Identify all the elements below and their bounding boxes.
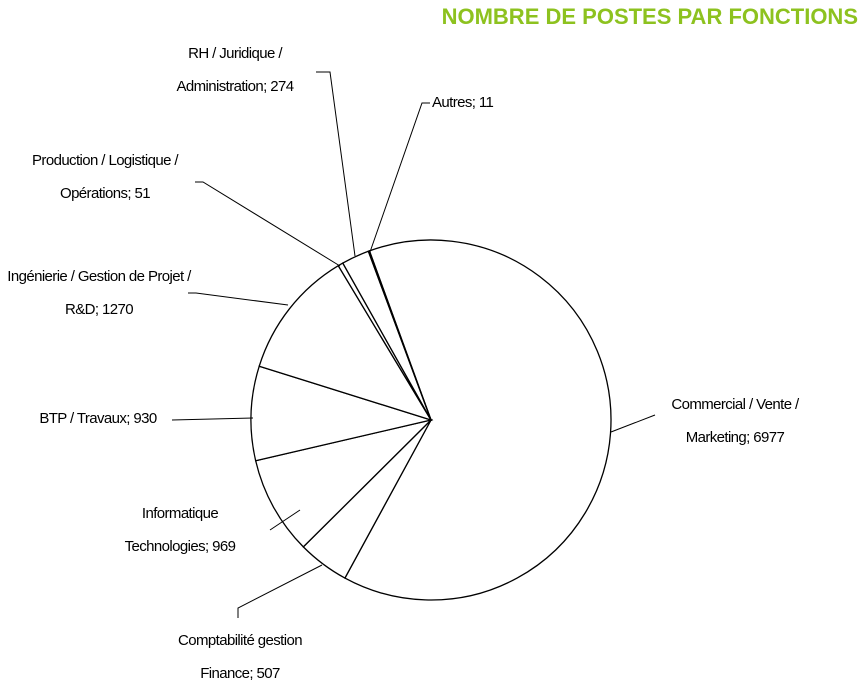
- leader-line: [171, 417, 254, 421]
- leader-line: [188, 292, 289, 306]
- pie-slice: [258, 264, 433, 422]
- leader-line: [610, 414, 656, 433]
- pie-slice: [254, 418, 434, 548]
- slice-label: Informatique Technologies; 969: [124, 505, 236, 555]
- leader-line: [369, 102, 430, 253]
- slice-label: BTP / Travaux; 930: [39, 410, 157, 427]
- pie-slice: [250, 365, 434, 462]
- slice-label: RH / Juridique / Administration; 274: [176, 45, 294, 95]
- leader-line: [237, 564, 323, 618]
- slice-label: Autres; 11: [432, 94, 494, 111]
- leader-line: [195, 181, 341, 267]
- pie-slice: [367, 250, 432, 421]
- chart-title: NOMBRE DE POSTES PAR FONCTIONS: [441, 4, 858, 29]
- slice-label: Commercial / Vente / Marketing; 6977: [671, 396, 799, 446]
- leader-line: [316, 71, 356, 257]
- slice-label: Production / Logistique / Opérations; 51: [32, 152, 179, 202]
- slice-label: Comptabilité gestion Finance; 507: [178, 632, 303, 682]
- pie-slice: [344, 239, 612, 601]
- leader-line: [269, 509, 301, 531]
- slice-label: Ingénierie / Gestion de Projet / R&D; 12…: [7, 268, 191, 318]
